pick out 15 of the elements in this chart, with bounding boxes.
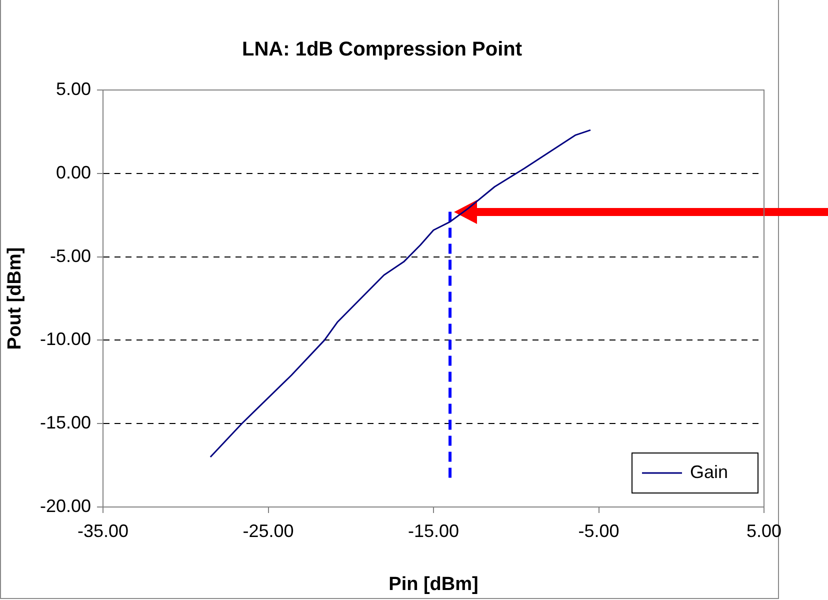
- y-axis-title: Pout [dBm]: [4, 247, 26, 350]
- x-axis-title: Pin [dBm]: [388, 574, 478, 595]
- legend-label: Gain: [690, 462, 728, 482]
- y-tick-label: -5.00: [50, 246, 91, 266]
- x-tick-label: 5.00: [746, 520, 782, 541]
- x-tick-label: -25.00: [242, 520, 294, 541]
- x-tick-label: -35.00: [77, 520, 129, 541]
- x-tick-label: -5.00: [578, 520, 620, 541]
- chart-title: LNA: 1dB Compression Point: [242, 38, 522, 61]
- y-tick-label: -20.00: [40, 496, 91, 516]
- x-tick-label: -15.00: [408, 520, 460, 541]
- y-tick-label: -15.00: [40, 412, 91, 433]
- y-tick-label: 0.00: [56, 162, 91, 182]
- y-tick-label: -10.00: [40, 329, 91, 350]
- y-tick-label: 5.00: [56, 78, 91, 99]
